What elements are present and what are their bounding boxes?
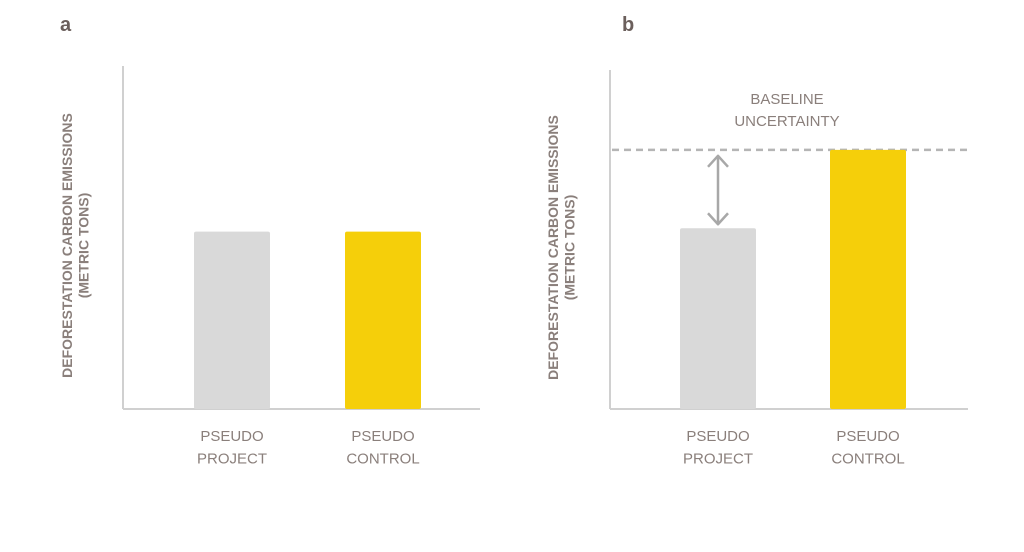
panel-b-tick-label-2: PSEUDO CONTROL (831, 428, 904, 468)
panel-label-a: a (60, 14, 72, 36)
panel-b-arrow-head-up (707, 154, 729, 168)
panel-b-tick-label-1: PSEUDO PROJECT (683, 428, 753, 468)
panel-a-bar-2 (345, 231, 421, 409)
panel-label-b: b (622, 14, 635, 36)
panel-b-bar-1 (680, 228, 756, 409)
panel-a-tick-label-1: PSEUDO PROJECT (197, 428, 267, 468)
panel-b-annotation-label: BASELINE UNCERTAINTY (734, 91, 839, 130)
panel-b-y-axis-title: DEFORESTATION CARBON EMISSIONS(METRIC TO… (545, 115, 578, 380)
panel-a-y-axis-title: DEFORESTATION CARBON EMISSIONS(METRIC TO… (59, 113, 92, 378)
panel-a-bar-1 (194, 231, 270, 409)
panel-b-bar-2 (830, 149, 906, 409)
panel-a-tick-label-2: PSEUDO CONTROL (346, 428, 419, 468)
panel-b-arrow-head-down (707, 212, 729, 226)
